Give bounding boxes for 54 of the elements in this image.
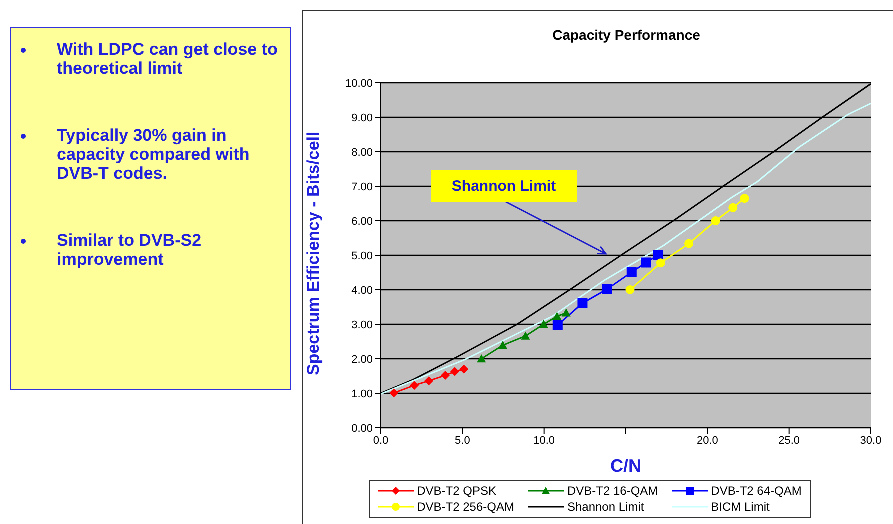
legend-label: DVB-T2 QPSK (417, 484, 496, 498)
y-tick-label: 3.00 (352, 319, 373, 332)
x-tick-label: 25.0 (778, 434, 800, 447)
point (684, 239, 694, 248)
point (562, 308, 571, 317)
point (460, 364, 469, 374)
legend-label: BICM Limit (711, 500, 770, 514)
point (626, 267, 637, 278)
point (390, 388, 399, 398)
y-tick-label: 4.00 (352, 284, 373, 297)
point (626, 286, 635, 294)
point (410, 381, 419, 390)
legend-label: DVB-T2 64-QAM (711, 484, 802, 498)
point (728, 203, 738, 212)
y-tick-label: 1.00 (352, 388, 373, 400)
y-tick-label: 6.00 (352, 216, 373, 228)
point (740, 194, 750, 204)
point (552, 312, 562, 320)
point (539, 320, 548, 328)
y-tick-label: 2.00 (352, 354, 373, 366)
y-tick-label: 8.00 (352, 146, 373, 159)
x-tick-label: 20.0 (696, 434, 718, 447)
point (450, 367, 460, 376)
y-axis-title: Spectrum Efficiency - Bits/cell (304, 132, 324, 376)
legend-label: DVB-T2 16-QAM (567, 484, 658, 498)
text: With LDPC can get close to theoretical limit (57, 40, 279, 78)
y-tick-label: 10.00 (345, 78, 373, 90)
y-tick-label: 9.00 (352, 112, 373, 124)
point (552, 320, 563, 330)
point (656, 258, 666, 268)
text: Similar to DVB-S2 improvement (57, 231, 203, 269)
point (602, 284, 612, 294)
x-tick-label: 5.0 (455, 434, 470, 447)
point (498, 341, 508, 350)
x-tick-label: 0.0 (373, 434, 389, 447)
point (711, 216, 720, 226)
x-tick-label: 10.0 (534, 434, 556, 447)
point (441, 371, 450, 380)
text: Typically 30% gain in capacity compared with DVB-T codes. (57, 126, 251, 183)
point (641, 258, 652, 268)
annotation: Shannon Limit (452, 178, 556, 195)
point (578, 298, 588, 308)
point (521, 332, 530, 340)
x-axis-title: C/N (610, 456, 642, 476)
x-tick-label: 30.0 (860, 434, 882, 447)
chart-title: Capacity Performance (552, 27, 702, 43)
point (424, 376, 434, 386)
point (654, 250, 664, 260)
y-tick-label: 7.00 (352, 181, 373, 194)
legend-label: DVB-T2 256-QAM (417, 500, 514, 514)
y-tick-label: 5.00 (352, 250, 373, 262)
y-tick-label: 0.00 (352, 422, 373, 435)
legend-label: Shannon Limit (567, 500, 644, 514)
point (477, 354, 486, 363)
